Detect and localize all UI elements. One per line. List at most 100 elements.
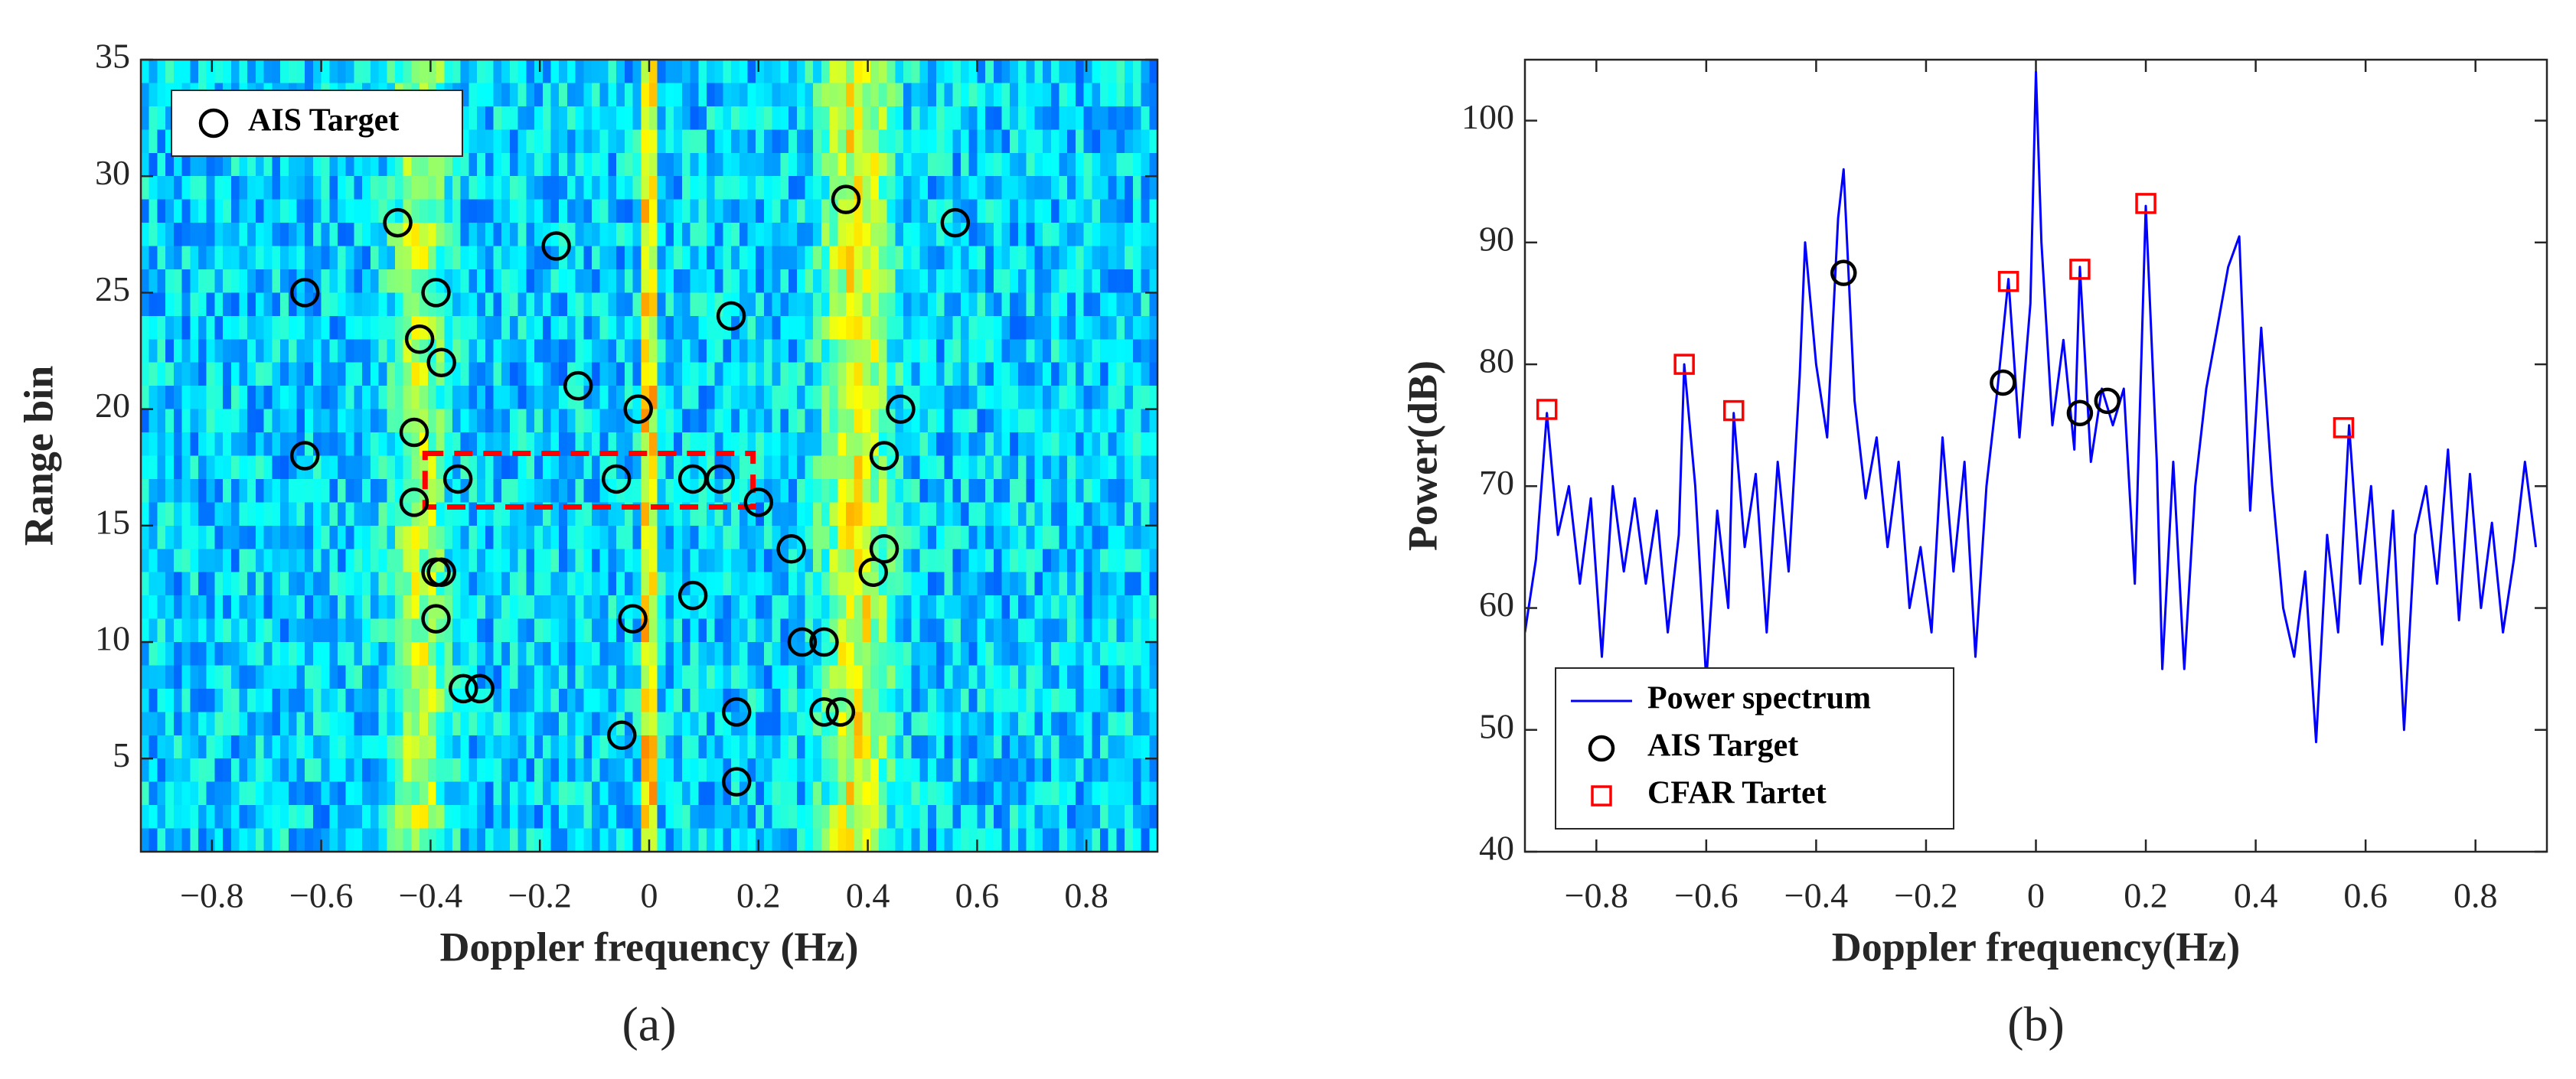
heatmap-cell [870,502,880,526]
heatmap-cell [477,269,486,294]
heatmap-cell [1059,502,1068,526]
heatmap-cell [813,362,822,386]
heatmap-cell [263,525,273,549]
heatmap-cell [173,618,183,643]
heatmap-cell [354,199,363,223]
heatmap-cell [829,549,838,573]
heatmap-cell [903,525,913,549]
heatmap-cell [403,455,413,480]
heatmap-cell [870,455,880,480]
heatmap-cell [960,106,970,130]
heatmap-cell [542,478,552,503]
heatmap-cell [993,386,1003,410]
heatmap-cell [960,409,970,433]
heatmap-cell [1100,432,1109,457]
heatmap-cell [1026,269,1035,294]
heatmap-cell [1059,432,1068,457]
heatmap-cell [141,292,150,317]
heatmap-cell [329,292,338,317]
heatmap-cell [452,618,462,643]
heatmap-cell [542,618,552,643]
heatmap-cell [559,572,568,596]
heatmap-cell [198,758,207,783]
heatmap-cell [263,805,273,830]
marker-circle [1990,369,2016,396]
heatmap-cell [1067,618,1076,643]
heatmap-cell [280,432,289,457]
heatmap-cell [296,223,305,247]
heatmap-cell [534,315,544,340]
heatmap-cell [641,339,650,363]
heatmap-cell [854,781,864,806]
heatmap-cell [829,339,838,363]
heatmap-cell [566,246,576,270]
heatmap-cell [616,805,625,830]
heatmap-cell [731,129,740,154]
heatmap-cell [370,432,380,457]
heatmap-cell [796,712,806,736]
heatmap-cell [985,386,994,410]
heatmap-cell [550,502,560,526]
heatmap-cell [903,315,913,340]
heatmap-cell [829,315,838,340]
heatmap-cell [1001,665,1010,689]
heatmap-cell [1010,758,1019,783]
heatmap-cell [592,83,601,107]
heatmap-cell [534,106,544,130]
heatmap-cell [1075,478,1085,503]
heatmap-cell [854,712,864,736]
heatmap-cell [280,735,289,759]
heatmap-cell [1017,781,1027,806]
heatmap-cell [985,129,994,154]
heatmap-cell [649,549,658,573]
heatmap-cell [1100,339,1109,363]
heatmap-cell [624,781,634,806]
y-tick-label: 35 [95,37,130,76]
heatmap-cell [559,455,568,480]
heatmap-cell [181,269,191,294]
heatmap-cell [944,502,953,526]
heatmap-cell [239,60,248,84]
heatmap-cell [501,758,511,783]
heatmap-cell [878,665,888,689]
heatmap-cell [329,339,338,363]
heatmap-cell [706,572,716,596]
heatmap-cell [534,176,544,200]
heatmap-cell [1017,572,1027,596]
heatmap-cell [763,362,773,386]
heatmap-cell [1116,152,1125,177]
heatmap-cell [517,618,527,643]
heatmap-cell [714,83,723,107]
heatmap-cell [141,642,150,667]
heatmap-cell [239,386,248,410]
heatmap-cell [1132,292,1142,317]
heatmap-cell [674,805,683,830]
heatmap-cell [681,525,691,549]
heatmap-cell [756,688,765,712]
heatmap-cell [534,386,544,410]
heatmap-cell [534,642,544,667]
heatmap-cell [239,362,248,386]
heatmap-cell [1050,502,1060,526]
heatmap-cell [485,618,495,643]
heatmap-cell [829,572,838,596]
heatmap-cell [1043,781,1052,806]
heatmap-cell [141,502,150,526]
heatmap-cell [772,549,781,573]
heatmap-cell [338,60,347,84]
heatmap-cell [977,60,986,84]
heatmap-cell [919,432,929,457]
heatmap-cell [575,409,584,433]
heatmap-cell [214,60,224,84]
x-tick-label: 0 [641,876,658,915]
heatmap-cell [1125,572,1134,596]
heatmap-cell [288,478,298,503]
heatmap-cell [444,292,453,317]
heatmap-cell [288,502,298,526]
heatmap-cell [772,688,781,712]
heatmap-cell [608,781,617,806]
heatmap-cell [387,269,396,294]
heatmap-cell [624,665,634,689]
heatmap-cell [919,572,929,596]
heatmap-cell [550,129,560,154]
